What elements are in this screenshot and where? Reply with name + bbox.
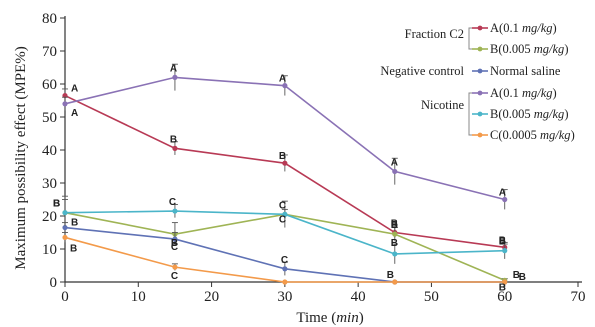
point-label: C xyxy=(171,271,178,282)
point-label: B xyxy=(170,134,177,145)
point-label: A xyxy=(499,188,506,199)
y-tick-label: 10 xyxy=(42,242,57,258)
legend-entry: B(0.005 mg/kg) xyxy=(490,42,568,56)
data-point xyxy=(172,145,178,151)
data-point xyxy=(62,101,68,107)
point-label: B xyxy=(391,238,398,249)
legend-group-label: Nicotine xyxy=(421,98,464,112)
legend-swatch-point xyxy=(477,25,483,31)
legend-swatch-point xyxy=(477,90,483,96)
data-point xyxy=(172,236,178,242)
point-label: B xyxy=(387,270,394,281)
data-point xyxy=(392,231,398,237)
y-tick-label: 20 xyxy=(42,209,57,225)
data-point xyxy=(502,196,508,203)
point-label: B xyxy=(391,219,398,230)
x-axis-title: Time (min) xyxy=(296,310,363,326)
point-label: C xyxy=(279,200,286,211)
data-point xyxy=(172,264,178,270)
series-6 xyxy=(62,232,508,285)
y-tick-label: 60 xyxy=(42,77,57,93)
data-point xyxy=(502,279,508,285)
series-layer xyxy=(62,63,508,285)
x-axis-title-unit: min xyxy=(336,310,359,326)
data-point xyxy=(172,74,178,80)
point-label: C xyxy=(279,214,286,225)
data-point xyxy=(282,266,288,272)
point-label: A xyxy=(279,74,286,85)
legend-bracket xyxy=(468,92,473,136)
data-point xyxy=(282,211,288,217)
legend-group-label: Negative control xyxy=(380,64,464,78)
legend-group-label: Fraction C2 xyxy=(405,27,464,41)
y-tick-label: 0 xyxy=(50,275,58,291)
y-tick-label: 40 xyxy=(42,143,57,159)
y-tick-label: 70 xyxy=(42,44,57,60)
point-label: B xyxy=(391,220,398,231)
point-label: B xyxy=(71,218,78,229)
series-5 xyxy=(62,199,508,264)
data-point xyxy=(392,251,398,257)
point-label: B xyxy=(499,282,506,293)
data-point xyxy=(62,210,68,216)
x-axis-title-close: ) xyxy=(359,310,364,326)
point-label: B xyxy=(53,199,60,210)
point-label: A xyxy=(71,108,78,119)
legend-bracket xyxy=(468,27,473,50)
x-axis-title-main: Time ( xyxy=(296,310,336,326)
point-label: B xyxy=(519,272,526,283)
data-point xyxy=(62,234,68,241)
legend: Fraction C2 Negative control Nicotine A(0.1… xyxy=(380,21,574,142)
x-tick-label: 20 xyxy=(204,289,219,305)
legend-swatch-point xyxy=(477,46,483,52)
x-tick-label: 40 xyxy=(351,289,366,305)
x-tick-label: 70 xyxy=(571,289,586,305)
data-point xyxy=(282,83,288,89)
point-label: C xyxy=(171,242,178,253)
legend-entry: A(0.1 mg/kg) xyxy=(490,21,557,35)
x-tick-label: 60 xyxy=(497,289,512,305)
data-point xyxy=(282,279,288,285)
y-tick-label: 30 xyxy=(42,176,57,192)
legend-swatch-point xyxy=(477,68,483,74)
legend-swatch-point xyxy=(477,111,483,117)
x-tick-label: 30 xyxy=(277,289,292,305)
point-label: B xyxy=(499,235,506,246)
ticks: 0 10 20 30 40 50 60 70 80 0 10 20 30 40 50 60 70 xyxy=(42,11,586,305)
legend-entry: C(0.0005 mg/kg) xyxy=(490,128,575,142)
series-4 xyxy=(62,63,508,210)
point-label: B xyxy=(499,237,506,248)
y-tick-label: 50 xyxy=(42,110,57,126)
point-label: B xyxy=(279,151,286,162)
legend-entry: B(0.005 mg/kg) xyxy=(490,107,568,121)
legend-entry: Normal saline xyxy=(490,64,561,78)
legend-swatch-point xyxy=(477,132,483,138)
x-tick-label: 0 xyxy=(61,289,69,305)
data-point xyxy=(502,248,508,254)
data-point xyxy=(172,208,178,214)
point-label: B xyxy=(513,270,520,281)
point-label: A xyxy=(391,157,398,168)
y-tick-label: 80 xyxy=(42,11,57,27)
point-label: A xyxy=(71,84,78,95)
legend-entry: A(0.1 mg/kg) xyxy=(490,86,557,100)
point-label: A xyxy=(170,63,177,74)
point-label: B xyxy=(53,199,60,210)
point-label: C xyxy=(169,197,176,208)
x-tick-label: 10 xyxy=(131,289,146,305)
point-label: B xyxy=(171,238,178,249)
point-label: C xyxy=(281,255,288,266)
data-point xyxy=(392,279,398,285)
series-line xyxy=(64,76,505,201)
x-tick-label: 50 xyxy=(424,289,439,305)
point-label: B xyxy=(70,243,77,254)
data-point xyxy=(62,224,68,231)
data-point xyxy=(282,160,288,166)
data-point xyxy=(392,168,398,175)
y-axis-title: Maximum possibility effect (MPE%) xyxy=(13,46,29,269)
